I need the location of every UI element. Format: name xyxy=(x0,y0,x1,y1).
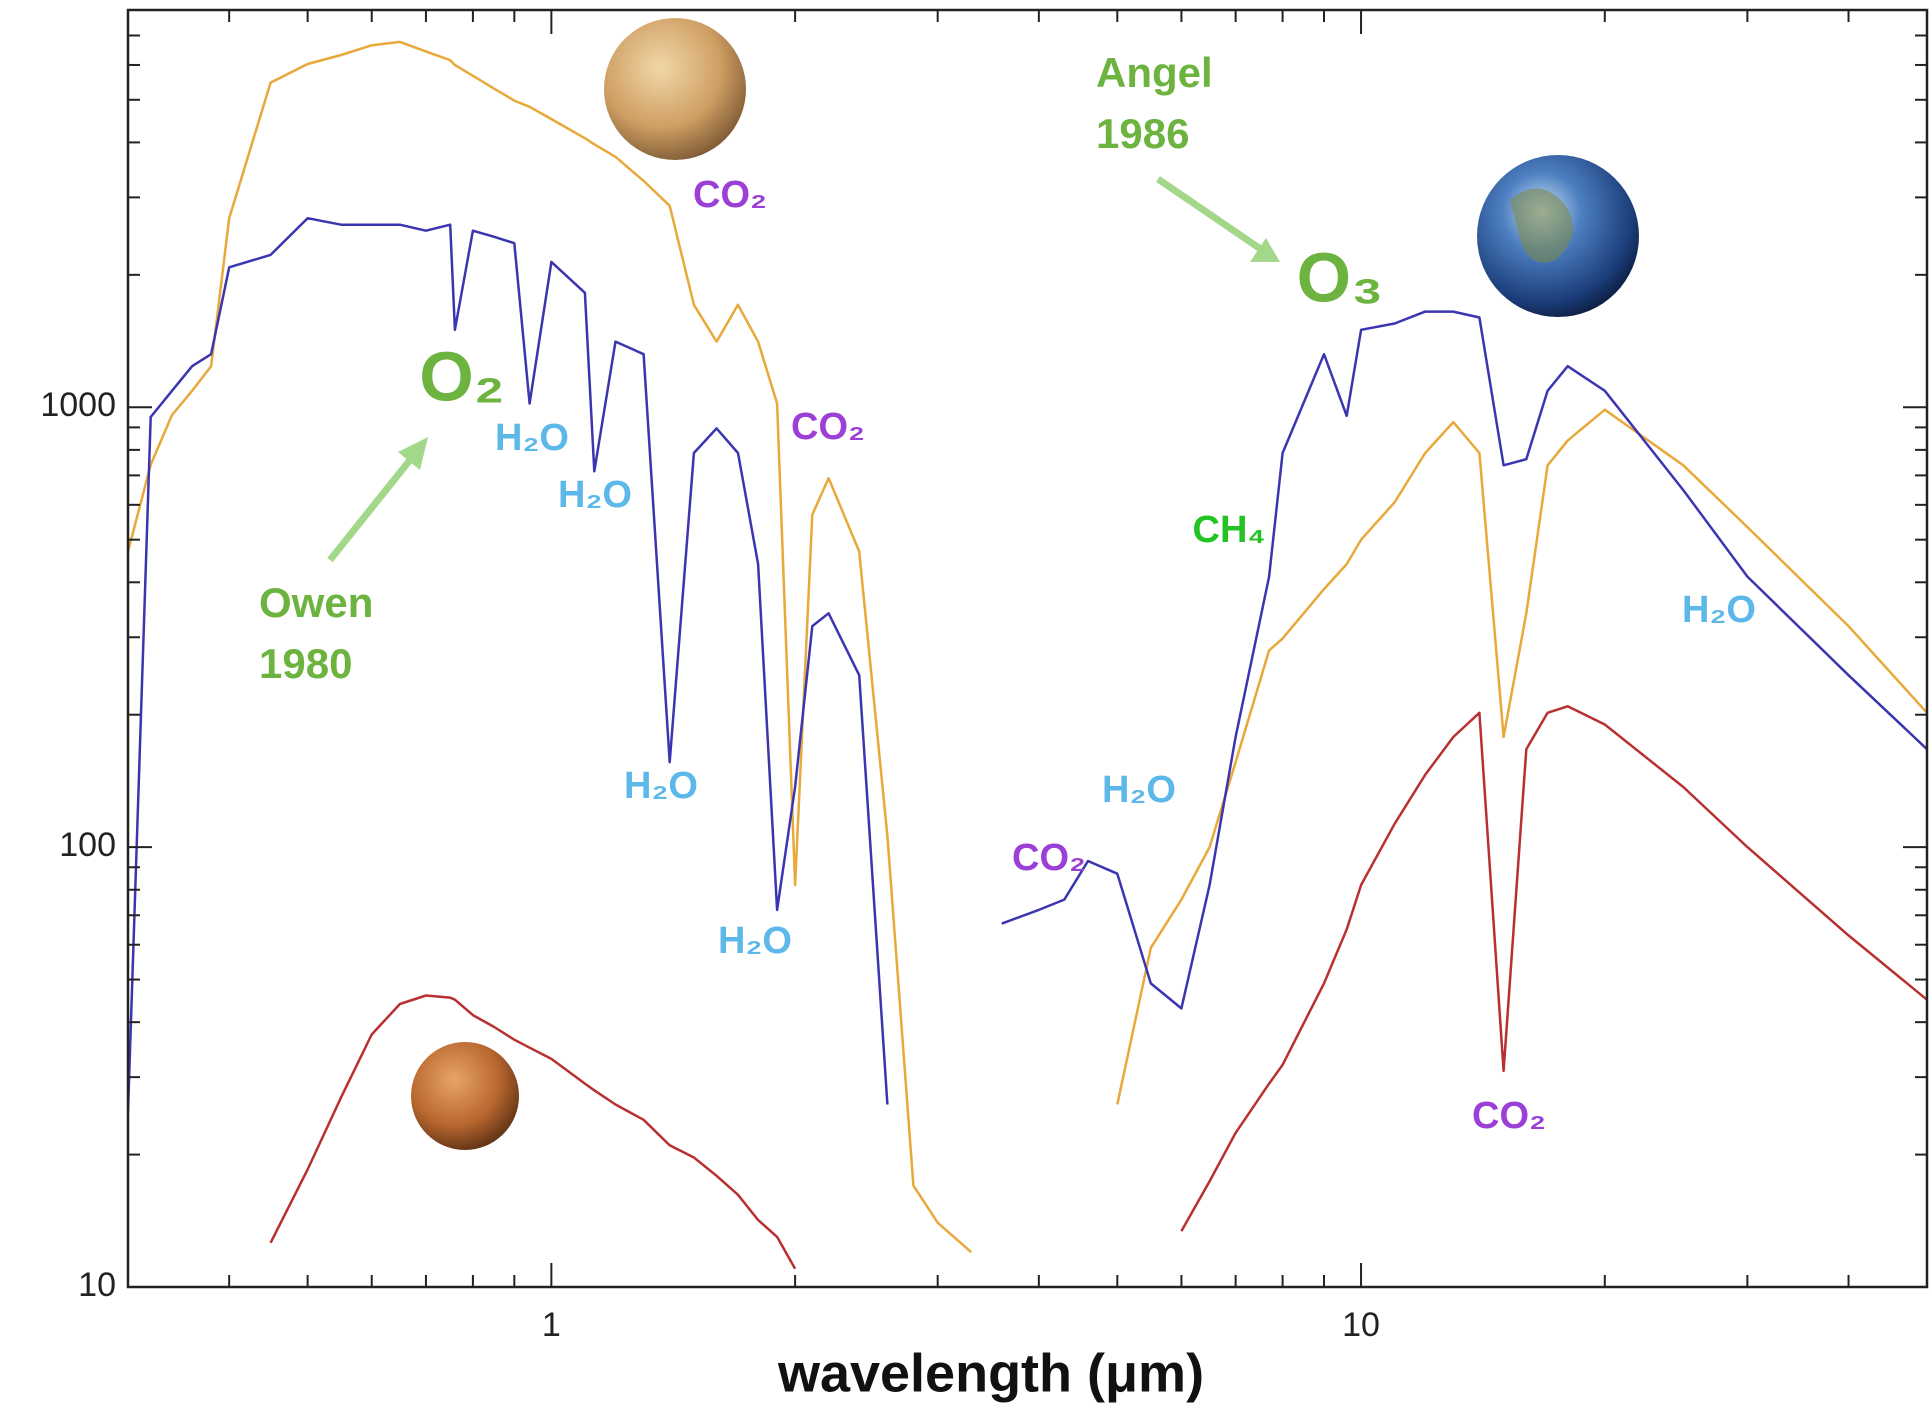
x-tick-label: 1 xyxy=(542,1306,561,1344)
annotation: H₂O xyxy=(1682,589,1756,631)
mars-image xyxy=(411,1042,519,1150)
x-tick-label: 10 xyxy=(1342,1306,1380,1344)
annotation: O₂ xyxy=(419,337,505,415)
arrow-line xyxy=(1158,179,1265,252)
x-axis-label: wavelength (μm) xyxy=(777,1343,1204,1403)
annotation: O₃ xyxy=(1297,238,1384,316)
annotation: H₂O xyxy=(558,474,632,516)
annotation: CO₂ xyxy=(693,174,767,216)
annotation: H₂O xyxy=(495,417,569,459)
annotation: Angel xyxy=(1096,49,1213,96)
annotation: 1980 xyxy=(259,640,352,687)
annotation: H₂O xyxy=(718,920,792,962)
annotation: CO₂ xyxy=(1472,1095,1546,1137)
planet-images xyxy=(411,18,1639,1150)
annotation: CO₂ xyxy=(1012,837,1086,879)
y-tick-label: 100 xyxy=(59,826,116,864)
spectrum-line xyxy=(128,218,1927,1112)
plot-area xyxy=(128,42,1927,1269)
annotation: H₂O xyxy=(624,765,698,807)
venus-image xyxy=(604,18,746,160)
y-tick-label: 1000 xyxy=(40,386,116,424)
spectrum-line xyxy=(128,42,1927,1252)
annotation: H₂O xyxy=(1102,769,1176,811)
annotation: Owen xyxy=(259,579,373,626)
arrow-line xyxy=(330,450,418,560)
spectrum-line xyxy=(271,706,1927,1269)
annotation: 1986 xyxy=(1096,110,1189,157)
annotation: CH₄ xyxy=(1193,509,1266,551)
chart: wavelength (μm) 10 100 1000 1 10 Owen 1980 Ange… xyxy=(0,0,1931,1412)
y-tick-label: 10 xyxy=(78,1266,116,1304)
plot-frame xyxy=(128,10,1927,1287)
annotation: CO₂ xyxy=(791,406,865,448)
